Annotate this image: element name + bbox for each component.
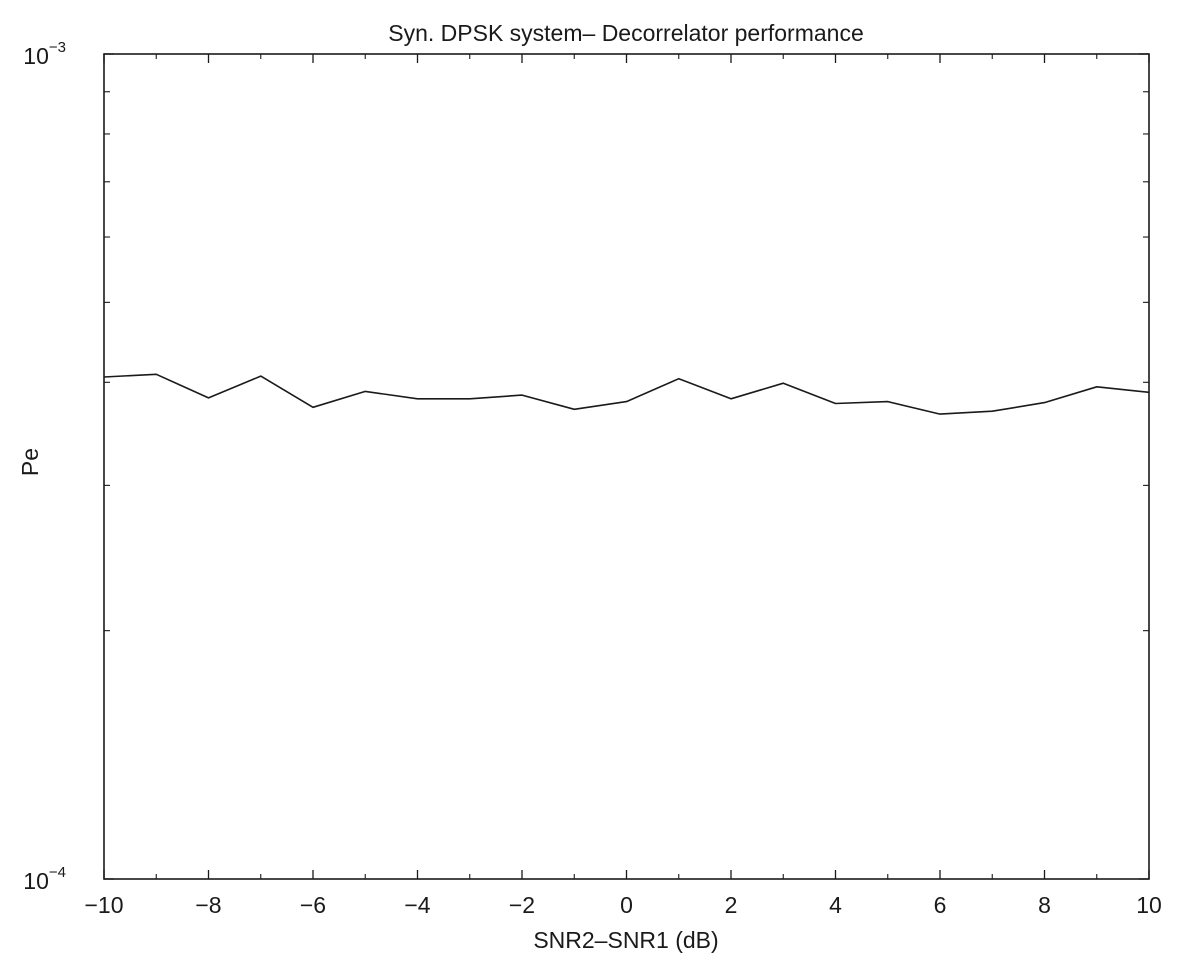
x-tick-label: −8 [195, 892, 221, 918]
y-tick-label: 10−4 [23, 864, 66, 894]
y-axis: 10−3 10−4 [23, 39, 1149, 894]
series-line-1 [103, 373, 1150, 415]
x-tick-label: −6 [300, 892, 326, 918]
y-tick-label: 10−3 [23, 39, 66, 69]
x-tick-label: 0 [620, 892, 633, 918]
series-group [103, 373, 1150, 415]
x-tick-label: 8 [1038, 892, 1051, 918]
plot-frame [103, 53, 1150, 880]
chart-title: Syn. DPSK system– Decorrelator performan… [388, 20, 864, 46]
x-tick-label: 4 [829, 892, 842, 918]
plot-area [103, 53, 1150, 880]
x-axis-title: SNR2–SNR1 (dB) [533, 927, 718, 953]
x-tick-label: 2 [725, 892, 738, 918]
x-axis: −10 −8 −6 −4 −2 0 2 4 6 8 10 [84, 54, 1162, 918]
x-tick-label: −10 [84, 892, 123, 918]
x-tick-label: 6 [934, 892, 947, 918]
x-tick-label: 10 [1136, 892, 1162, 918]
y-axis-title: Pe [17, 448, 43, 476]
x-tick-label: −2 [509, 892, 535, 918]
x-tick-label: −4 [404, 892, 430, 918]
